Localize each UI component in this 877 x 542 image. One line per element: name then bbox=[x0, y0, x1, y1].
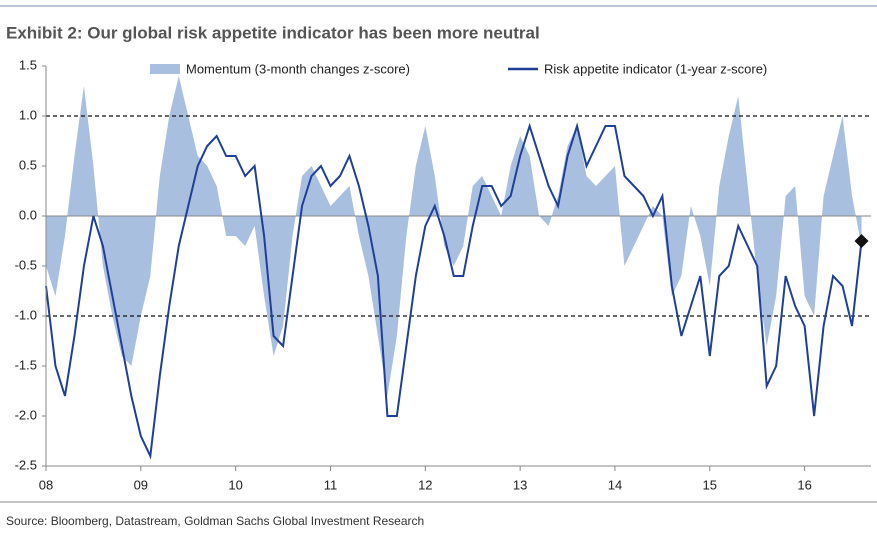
x-tick-label: 09 bbox=[134, 477, 148, 492]
chart-title: Exhibit 2: Our global risk appetite indi… bbox=[6, 23, 540, 42]
y-tick-label: -1.0 bbox=[15, 307, 37, 322]
momentum-area bbox=[46, 76, 862, 396]
source: Source: Bloomberg, Datastream, Goldman S… bbox=[6, 514, 424, 528]
x-tick-label: 10 bbox=[228, 477, 242, 492]
x-tick-label: 13 bbox=[513, 477, 527, 492]
last-point-marker bbox=[854, 234, 869, 248]
x-tick-label: 11 bbox=[324, 477, 338, 492]
y-tick-label: -2.5 bbox=[15, 457, 37, 472]
risk-line bbox=[45, 122, 863, 460]
legend-label: Risk appetite indicator (1-year z-score) bbox=[544, 61, 767, 76]
y-tick-label: 1.5 bbox=[19, 57, 37, 72]
y-tick-label: -1.5 bbox=[15, 357, 37, 372]
x-tick-label: 14 bbox=[608, 477, 622, 492]
y-tick-label: 1.0 bbox=[19, 107, 37, 122]
y-tick-label: -2.0 bbox=[15, 407, 37, 422]
y-tick-label: -0.5 bbox=[15, 257, 37, 272]
x-tick-label: 16 bbox=[797, 477, 811, 492]
y-tick-label: 0.5 bbox=[19, 157, 37, 172]
x-tick-label: 12 bbox=[418, 477, 432, 492]
y-tick-label: 0.0 bbox=[19, 207, 37, 222]
legend-label: Momentum (3-month changes z-score) bbox=[186, 61, 410, 76]
x-tick-label: 15 bbox=[703, 477, 717, 492]
x-tick-label: 08 bbox=[39, 477, 53, 492]
legend-swatch bbox=[150, 64, 180, 74]
